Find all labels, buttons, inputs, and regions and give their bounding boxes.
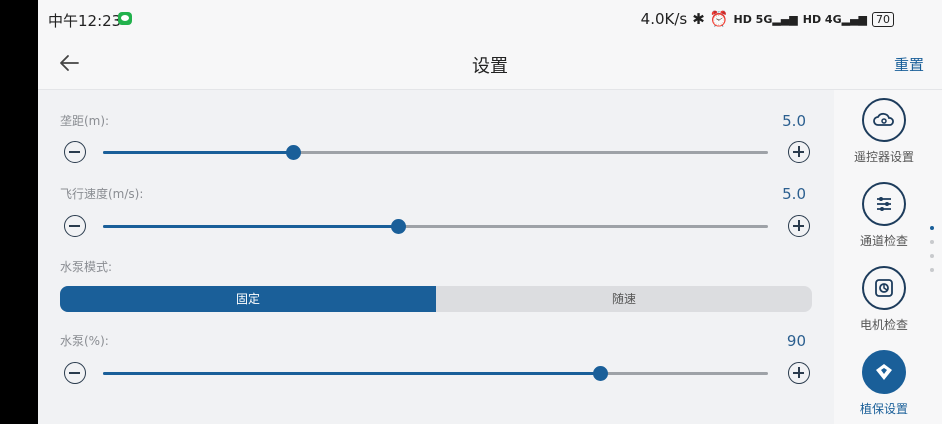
status-bar: 中午12:23 4.0K/s ✱ ⏰ HD 5G▂▄▆ HD 4G▂▄▆ 70 xyxy=(38,0,942,38)
sidebar-item-plant-protection[interactable]: 植保设置 xyxy=(834,350,934,417)
wechat-notification-icon xyxy=(118,12,132,25)
flight-speed-label: 飞行速度(m/s): xyxy=(60,187,144,201)
page-dot-active xyxy=(930,226,934,230)
channel-sliders-icon xyxy=(862,182,906,226)
network-speed: 4.0K/s xyxy=(640,10,688,28)
hd-5g-signal-icon: HD 5G▂▄▆ xyxy=(733,12,798,26)
pump-decrease-button[interactable] xyxy=(64,362,86,384)
sidebar-item-label: 通道检查 xyxy=(859,234,908,248)
pump-mode-label: 水泵模式: xyxy=(60,260,113,274)
sidebar-item-label: 植保设置 xyxy=(859,402,908,416)
motor-fan-icon xyxy=(862,266,906,310)
status-time: 中午12:23 xyxy=(48,12,122,30)
settings-sidebar: 遥控器设置 通道检查 电机检查 植保设置 xyxy=(834,90,942,424)
sidebar-item-label: 电机检查 xyxy=(859,318,908,332)
sidebar-item-channel-check[interactable]: 通道检查 xyxy=(834,182,934,249)
page-dot xyxy=(930,240,934,244)
plant-protection-icon xyxy=(862,350,906,394)
pump-mode-follow-speed-option[interactable]: 随速 xyxy=(611,292,636,306)
settings-panel: 垄距(m): 5.0 飞行速度(m/s): 5.0 水泵模式: 固定 随速 水泵… xyxy=(38,90,834,424)
status-indicators: 4.0K/s ✱ ⏰ HD 5G▂▄▆ HD 4G▂▄▆ 70 xyxy=(641,10,894,28)
flight-speed-increase-button[interactable] xyxy=(788,215,810,237)
row-spacing-increase-button[interactable] xyxy=(788,141,810,163)
flight-speed-slider[interactable] xyxy=(103,219,768,234)
slider-thumb[interactable] xyxy=(593,366,609,381)
flight-speed-value: 5.0 xyxy=(782,185,806,203)
sidebar-item-remote-settings[interactable]: 遥控器设置 xyxy=(834,98,934,165)
app-screen: 中午12:23 4.0K/s ✱ ⏰ HD 5G▂▄▆ HD 4G▂▄▆ 70 … xyxy=(38,0,942,424)
hd-4g-signal-icon: HD 4G▂▄▆ xyxy=(802,12,867,26)
battery-icon: 70 xyxy=(872,11,894,27)
slider-fill xyxy=(103,225,399,228)
page-title: 设置 xyxy=(472,56,508,77)
pump-mode-segmented-control: 固定 随速 xyxy=(60,286,812,312)
slider-thumb[interactable] xyxy=(391,219,407,234)
back-arrow-icon[interactable] xyxy=(56,50,82,76)
pump-mode-fixed-option[interactable]: 固定 xyxy=(60,286,436,312)
page-indicator xyxy=(930,226,936,282)
row-spacing-label: 垄距(m): xyxy=(60,114,110,128)
pump-label: 水泵(%): xyxy=(60,334,109,348)
slider-thumb[interactable] xyxy=(286,145,302,160)
app-bar: 设置 重置 xyxy=(38,38,942,90)
sidebar-item-motor-check[interactable]: 电机检查 xyxy=(834,266,934,333)
pump-increase-button[interactable] xyxy=(788,362,810,384)
slider-fill xyxy=(103,372,601,375)
pump-value: 90 xyxy=(786,332,806,350)
page-dot xyxy=(930,268,934,272)
flight-speed-decrease-button[interactable] xyxy=(64,215,86,237)
sidebar-item-label: 遥控器设置 xyxy=(853,150,914,164)
page-dot xyxy=(930,254,934,258)
row-spacing-slider[interactable] xyxy=(103,145,768,160)
bluetooth-icon: ✱ xyxy=(692,10,705,28)
row-spacing-decrease-button[interactable] xyxy=(64,141,86,163)
remote-cloud-icon xyxy=(862,98,906,142)
alarm-icon: ⏰ xyxy=(709,10,729,28)
slider-fill xyxy=(103,151,294,154)
row-spacing-value: 5.0 xyxy=(782,112,806,130)
pump-slider[interactable] xyxy=(103,366,768,381)
reset-button[interactable]: 重置 xyxy=(893,56,924,74)
